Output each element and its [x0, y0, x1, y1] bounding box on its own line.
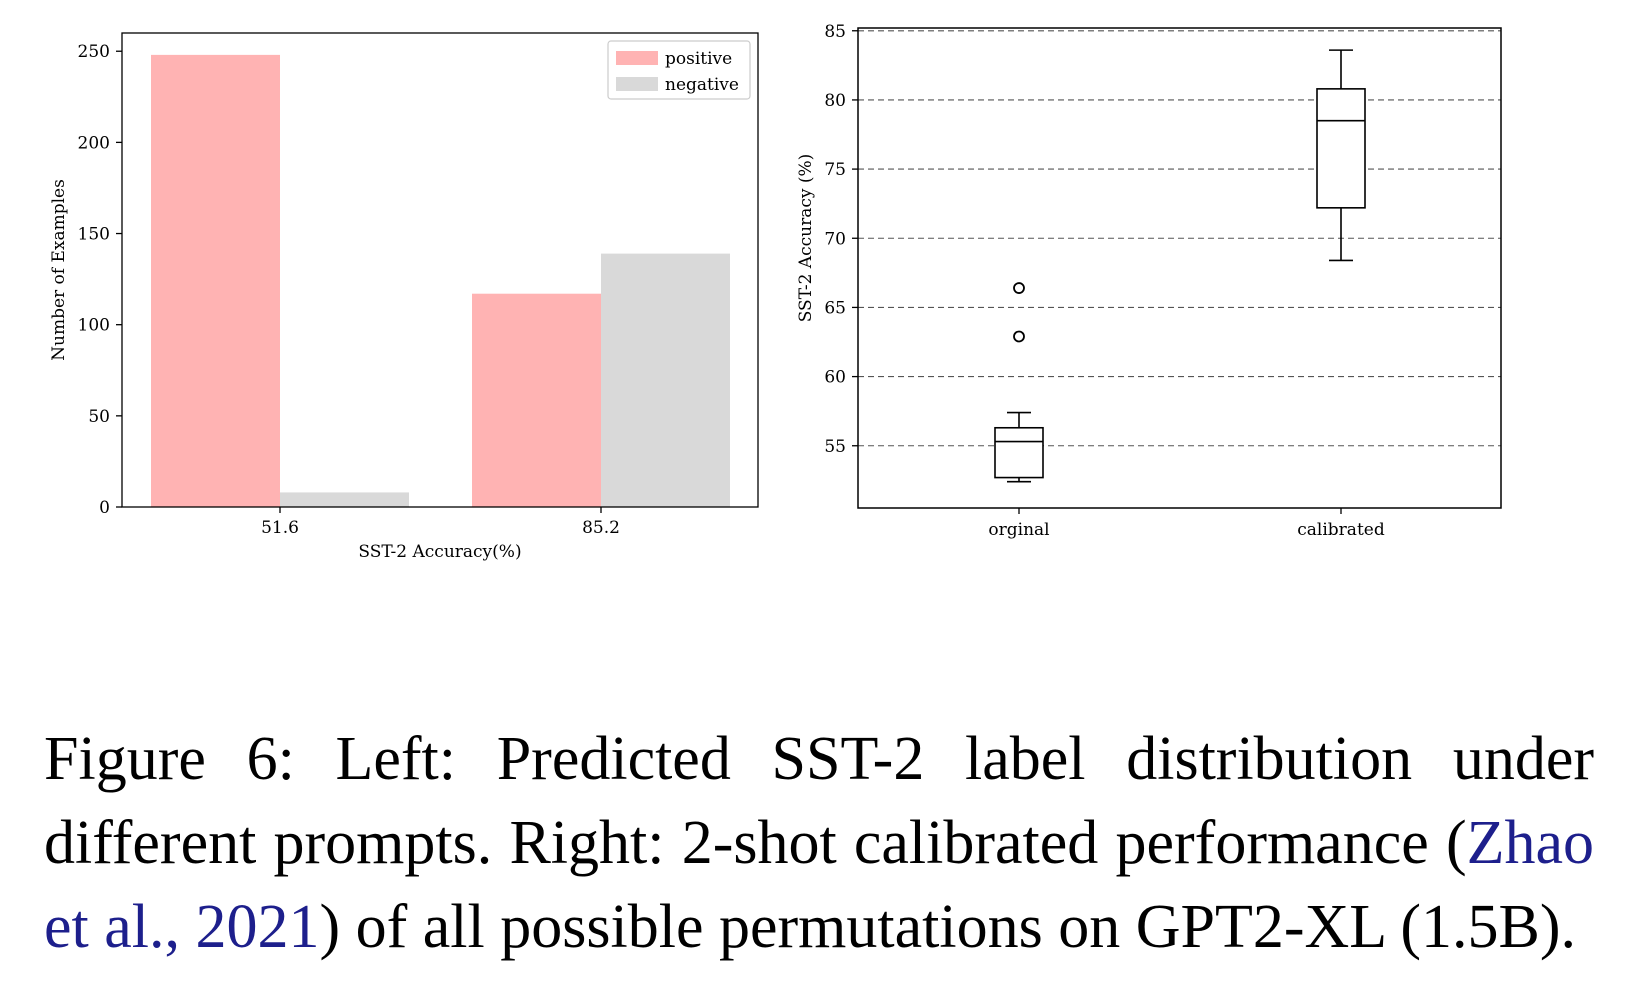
x-tick-label: 85.2 [582, 518, 620, 538]
bar-positive-2 [472, 293, 601, 507]
x-tick-label: calibrated [1297, 520, 1385, 540]
outlier-point-orginal [1013, 330, 1025, 343]
calibration-box-plot: 55 60 65 70 75 80 85 orginal calibrated SST-2 Acc… [796, 22, 1502, 540]
y-tick-label: 70 [824, 229, 846, 249]
outlier-point-orginal [1013, 282, 1025, 294]
y-tick-label: 85 [824, 22, 846, 42]
x-tick-label: 51.6 [261, 518, 299, 538]
right-plot-frame [857, 27, 1502, 509]
label-distribution-bar-chart: 0 50 100 150 200 250 51.6 85.2 SST-2 Accuracy(%)… [49, 32, 759, 562]
bar-negative-2 [601, 253, 730, 507]
left-plot-frame [121, 32, 759, 508]
y-tick-label: 75 [824, 160, 846, 180]
caption-citation-link[interactable]: Zhao et al., 2021 [44, 809, 1594, 961]
y-tick-label: 50 [88, 407, 110, 427]
legend-label-positive: positive [665, 49, 732, 69]
caption-text-after: ) of all possible permutations on GPT2-X… [319, 893, 1576, 961]
legend-swatch-positive [616, 51, 658, 65]
y-tick-label: 150 [78, 225, 110, 245]
y-tick-label: 0 [99, 498, 110, 518]
caption-text-before: Figure 6: Left: Predicted SST-2 label di… [44, 725, 1594, 877]
y-axis-label: SST-2 Accuracy (%) [796, 154, 816, 323]
y-axis-label: Number of Examples [49, 179, 69, 361]
bar-positive-1 [151, 54, 280, 507]
y-tick-label: 60 [824, 368, 846, 388]
charts-canvas: 0 50 100 150 200 250 51.6 85.2 SST-2 Accuracy(%)… [49, 22, 1502, 562]
legend-label-negative: negative [665, 75, 739, 95]
box-orginal [994, 426, 1044, 479]
x-tick-label: orginal [988, 520, 1049, 540]
y-tick-label: 65 [824, 298, 846, 318]
legend-swatch-negative [616, 77, 658, 91]
charts-row: 0 50 100 150 200 250 51.6 85.2 SST-2 Accuracy(%)… [49, 22, 1502, 562]
y-tick-label: 55 [824, 437, 846, 457]
y-tick-label: 200 [78, 133, 110, 153]
box-calibrated [1316, 88, 1366, 209]
y-tick-label: 80 [824, 91, 846, 111]
x-axis-label: SST-2 Accuracy(%) [358, 542, 521, 562]
y-tick-label: 100 [78, 316, 110, 336]
y-tick-label: 250 [78, 42, 110, 62]
bar-negative-1 [280, 492, 409, 507]
figure-caption: Figure 6: Left: Predicted SST-2 label di… [44, 717, 1594, 969]
